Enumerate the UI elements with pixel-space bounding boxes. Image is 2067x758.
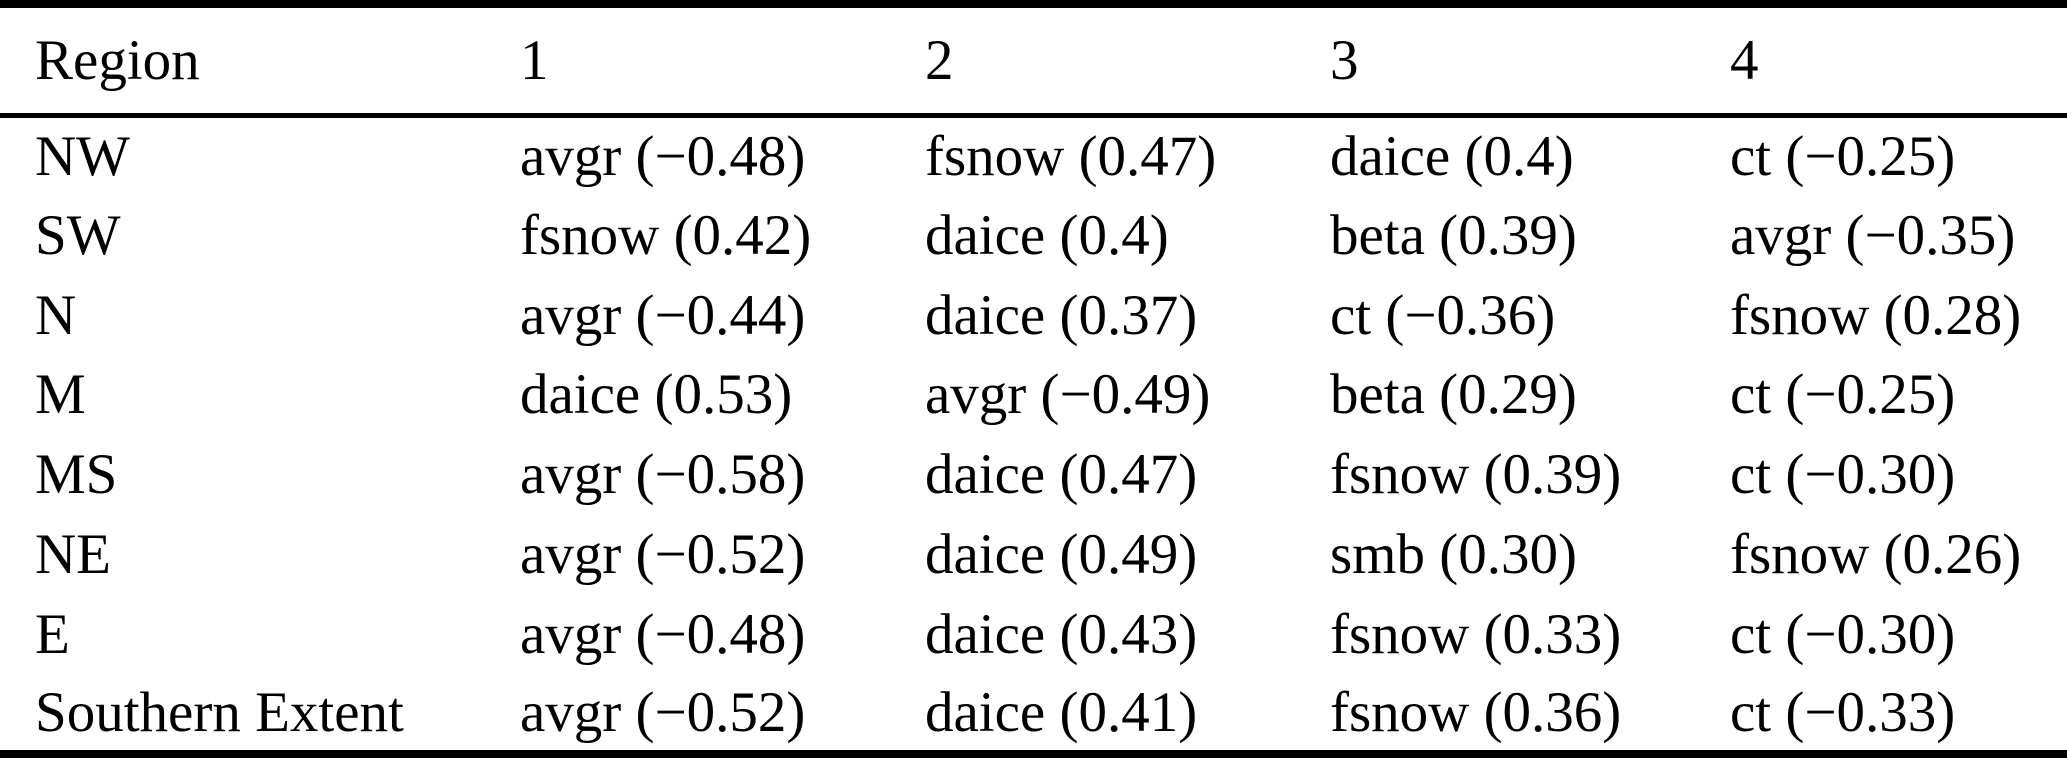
table-cell: daice (0.41) — [925, 680, 1198, 744]
table-row-ms: MS avgr (−0.58) daice (0.47) fsnow (0.39… — [0, 435, 2067, 515]
column-header-rank-3: 3 — [1330, 4, 1730, 118]
table-cell: beta (0.39) — [1330, 203, 1577, 267]
table-cell: ct (−0.25) — [1730, 363, 1956, 427]
table-cell: fsnow (0.47) — [925, 125, 1217, 189]
table-cell: daice (0.47) — [925, 443, 1198, 507]
table-row-e: E avgr (−0.48) daice (0.43) fsnow (0.33)… — [0, 594, 2067, 674]
table-row-southern-extent: Southern Extent avgr (−0.52) daice (0.41… — [0, 674, 2067, 754]
table-cell: avgr (−0.48) — [520, 602, 806, 666]
table-row-n: N avgr (−0.44) daice (0.37) ct (−0.36) f… — [0, 275, 2067, 355]
column-header-region: Region — [0, 4, 520, 118]
row-header-region: Southern Extent — [35, 680, 404, 744]
column-header-rank-4: 4 — [1730, 4, 2067, 118]
row-header-region: M — [35, 363, 86, 427]
table-row-nw: NW avgr (−0.48) fsnow (0.47) daice (0.4)… — [0, 116, 2067, 196]
table-cell: smb (0.30) — [1330, 522, 1577, 586]
table-cell: ct (−0.33) — [1730, 680, 1956, 744]
table-cell: beta (0.29) — [1330, 363, 1577, 427]
row-header-region: NE — [35, 522, 111, 586]
row-header-region: E — [35, 602, 70, 666]
table-cell: avgr (−0.48) — [520, 125, 806, 189]
table-cell: fsnow (0.36) — [1330, 680, 1622, 744]
column-header-rank-2: 2 — [925, 4, 1330, 118]
table-cell: ct (−0.36) — [1330, 283, 1556, 347]
table-cell: daice (0.4) — [925, 203, 1169, 267]
table-cell: daice (0.37) — [925, 283, 1198, 347]
row-header-region: N — [35, 283, 77, 347]
table-cell: daice (0.43) — [925, 602, 1198, 666]
table-cell: fsnow (0.26) — [1730, 522, 2022, 586]
row-header-region: NW — [35, 125, 130, 189]
table-cell: fsnow (0.33) — [1330, 602, 1622, 666]
table-cell: avgr (−0.49) — [925, 363, 1211, 427]
table-cell: daice (0.53) — [520, 363, 793, 427]
row-header-region: MS — [35, 443, 118, 507]
table-cell: avgr (−0.44) — [520, 283, 806, 347]
table-cell: ct (−0.30) — [1730, 443, 1956, 507]
table-cell: avgr (−0.52) — [520, 680, 806, 744]
table-row-ne: NE avgr (−0.52) daice (0.49) smb (0.30) … — [0, 515, 2067, 595]
table-cell: avgr (−0.52) — [520, 522, 806, 586]
table-cell: ct (−0.30) — [1730, 602, 1956, 666]
header-row: Region 1 2 3 4 — [0, 4, 2067, 118]
table-cell: avgr (−0.58) — [520, 443, 806, 507]
column-header-rank-1: 1 — [520, 4, 925, 118]
table-cell: fsnow (0.28) — [1730, 283, 2022, 347]
table-cell: daice (0.49) — [925, 522, 1198, 586]
table-cell: fsnow (0.42) — [520, 203, 812, 267]
row-header-region: SW — [35, 203, 121, 267]
table-cell: daice (0.4) — [1330, 125, 1574, 189]
table-cell: avgr (−0.35) — [1730, 203, 2016, 267]
table-row-m: M daice (0.53) avgr (−0.49) beta (0.29) … — [0, 355, 2067, 435]
table-row-sw: SW fsnow (0.42) daice (0.4) beta (0.39) … — [0, 195, 2067, 275]
table-cell: ct (−0.25) — [1730, 125, 1956, 189]
table-cell: fsnow (0.39) — [1330, 443, 1622, 507]
